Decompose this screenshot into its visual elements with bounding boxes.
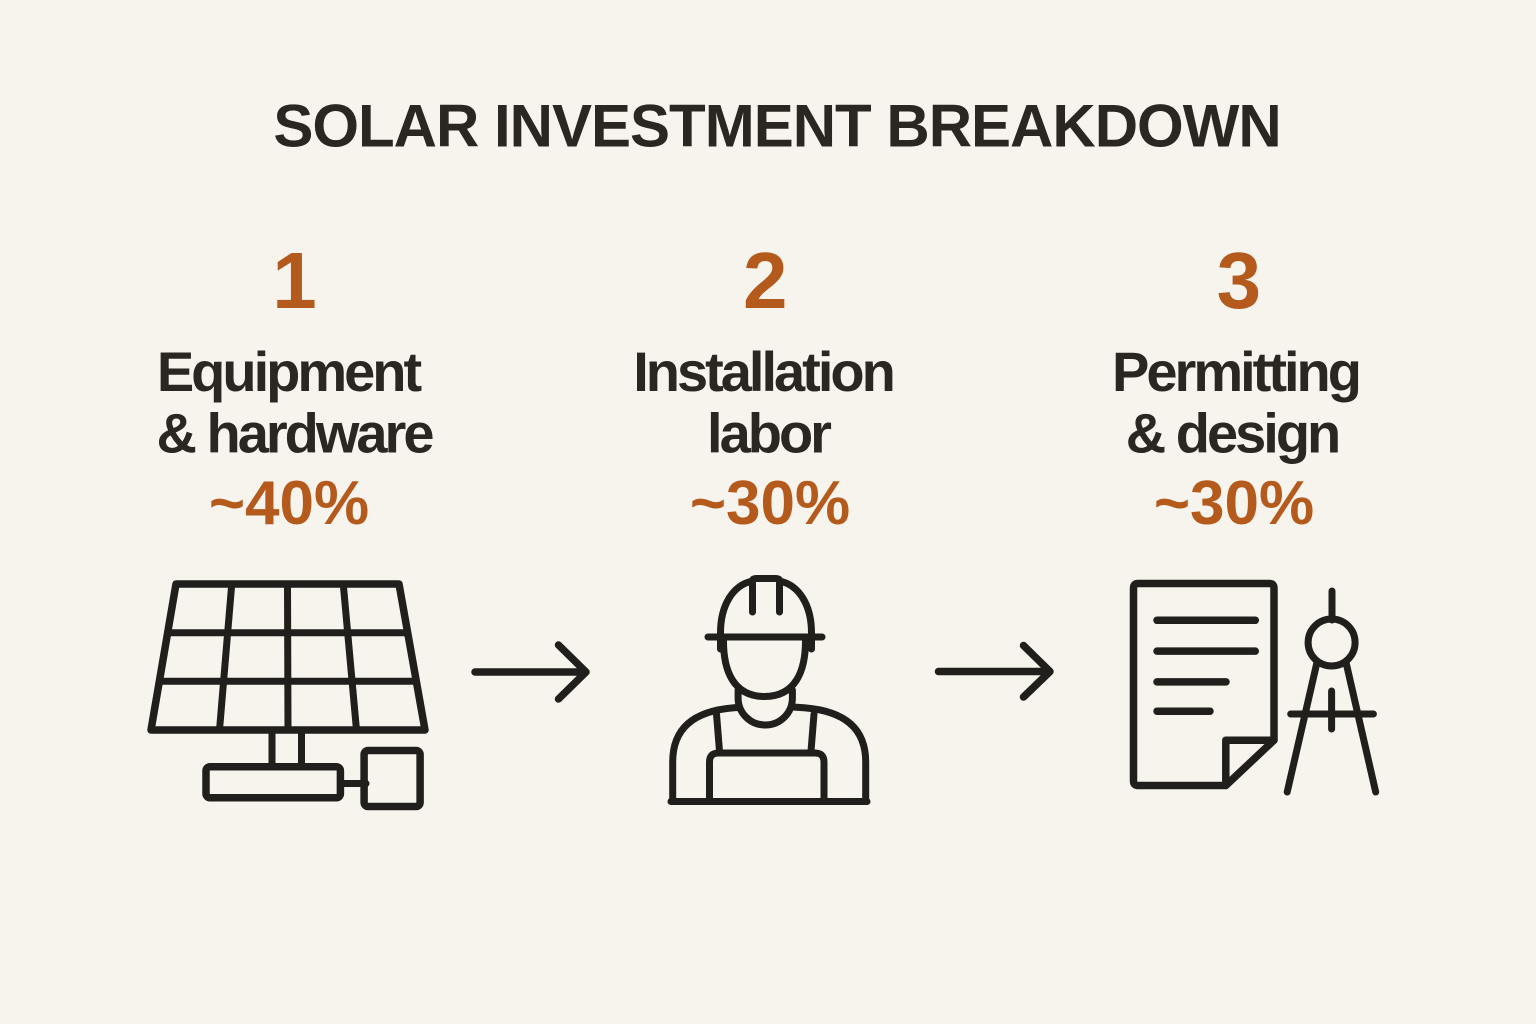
svg-text:3: 3 (1217, 236, 1262, 325)
svg-text:Installation: Installation (633, 340, 893, 403)
svg-text:Permitting: Permitting (1112, 340, 1359, 403)
svg-text:~30%: ~30% (690, 469, 850, 538)
svg-text:~40%: ~40% (209, 469, 369, 538)
svg-text:Equipment: Equipment (157, 340, 422, 403)
svg-text:1: 1 (272, 236, 317, 325)
svg-text:& design: & design (1126, 402, 1338, 465)
svg-text:~30%: ~30% (1154, 469, 1314, 538)
svg-text:2: 2 (743, 236, 788, 325)
svg-text:& hardware: & hardware (157, 402, 434, 465)
svg-text:SOLAR INVESTMENT BREAKDOWN: SOLAR INVESTMENT BREAKDOWN (273, 93, 1280, 160)
svg-text:labor: labor (707, 402, 831, 465)
